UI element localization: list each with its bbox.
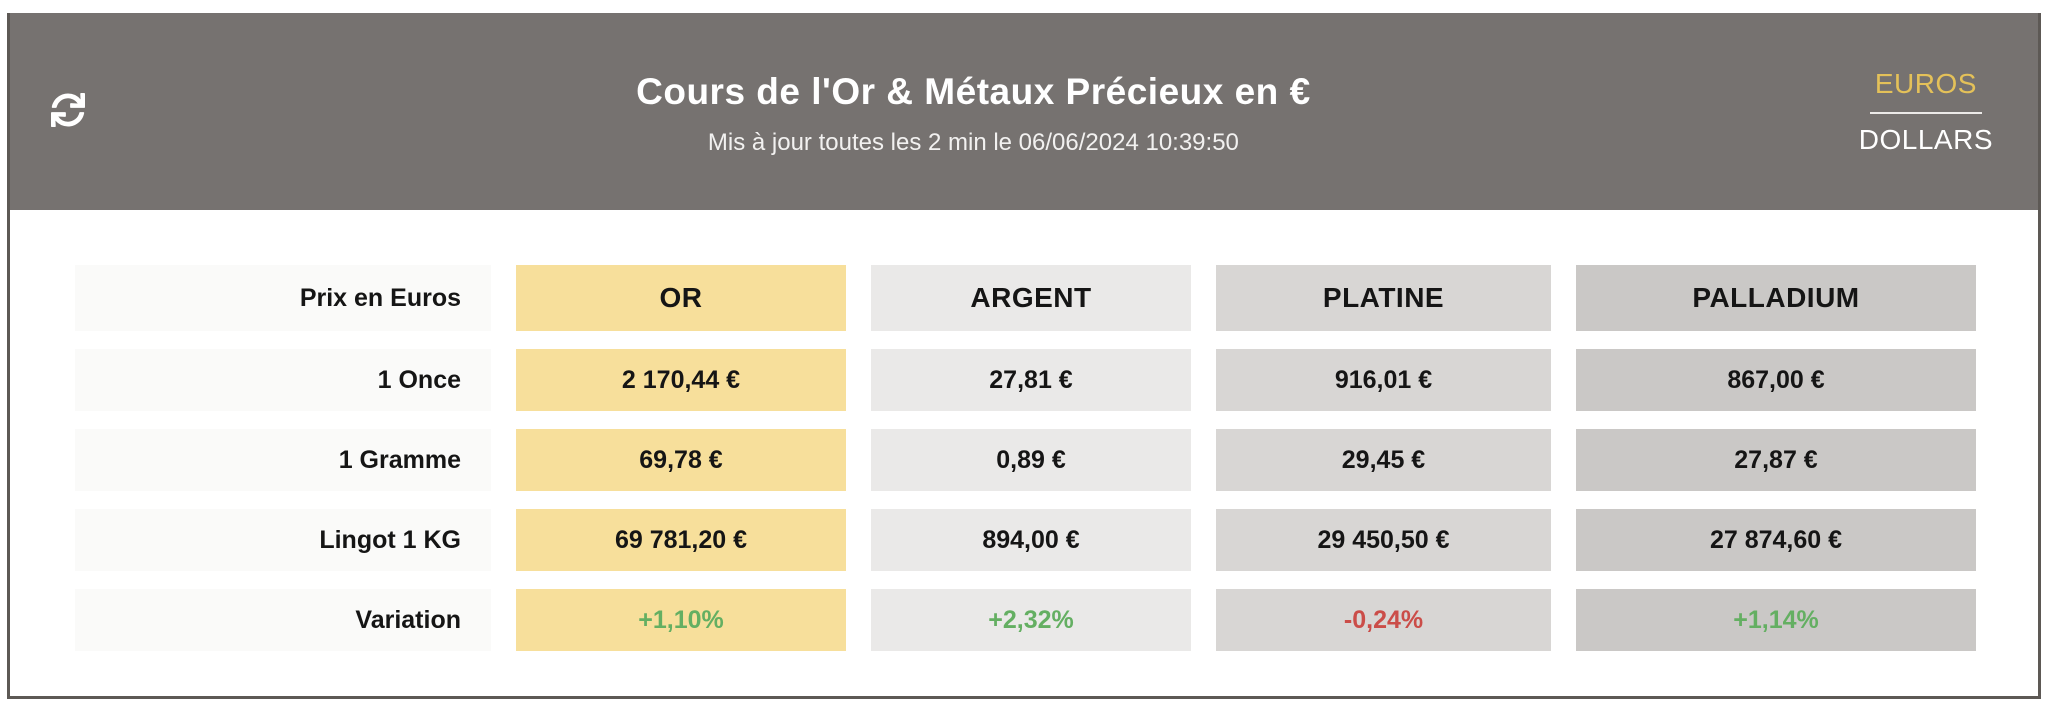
variation-or: +1,10%: [516, 589, 846, 651]
price-platine-gramme: 29,45 €: [1216, 429, 1551, 491]
row-label-lingot: Lingot 1 KG: [75, 509, 491, 571]
currency-divider: [1869, 111, 1982, 114]
price-palladium-gramme: 27,87 €: [1576, 429, 1976, 491]
widget-header: Cours de l'Or & Métaux Précieux en € Mis…: [10, 13, 2038, 210]
refresh-sync-icon: [51, 93, 85, 130]
column-header-palladium: PALLADIUM: [1576, 265, 1976, 331]
variation-platine: -0,24%: [1216, 589, 1551, 651]
price-or-gramme: 69,78 €: [516, 429, 846, 491]
row-label-once: 1 Once: [75, 349, 491, 411]
gold-price-widget: Cours de l'Or & Métaux Précieux en € Mis…: [7, 13, 2041, 699]
price-table: Prix en Euros OR ARGENT PLATINE PALLADIU…: [75, 265, 2038, 651]
currency-toggle: EUROS DOLLARS: [1859, 68, 1993, 156]
row-label-variation: Variation: [75, 589, 491, 651]
row-label-gramme: 1 Gramme: [75, 429, 491, 491]
variation-palladium: +1,14%: [1576, 589, 1976, 651]
price-platine-lingot: 29 450,50 €: [1216, 509, 1551, 571]
column-header-argent: ARGENT: [871, 265, 1191, 331]
update-status: Mis à jour toutes les 2 min le 06/06/202…: [707, 128, 1239, 156]
column-header-or: OR: [516, 265, 846, 331]
variation-argent: +2,32%: [871, 589, 1191, 651]
currency-option-euros[interactable]: EUROS: [1874, 67, 1977, 99]
price-or-lingot: 69 781,20 €: [516, 509, 846, 571]
header-center: Cours de l'Or & Métaux Précieux en € Mis…: [88, 67, 1859, 157]
price-palladium-once: 867,00 €: [1576, 349, 1976, 411]
price-argent-once: 27,81 €: [871, 349, 1191, 411]
price-or-once: 2 170,44 €: [516, 349, 846, 411]
refresh-button[interactable]: [48, 92, 88, 132]
price-argent-gramme: 0,89 €: [871, 429, 1191, 491]
price-argent-lingot: 894,00 €: [871, 509, 1191, 571]
currency-option-dollars[interactable]: DOLLARS: [1858, 123, 1993, 155]
price-platine-once: 916,01 €: [1216, 349, 1551, 411]
corner-cell-prix-en-euros: Prix en Euros: [75, 265, 491, 331]
price-palladium-lingot: 27 874,60 €: [1576, 509, 1976, 571]
page-title: Cours de l'Or & Métaux Précieux en €: [636, 70, 1311, 112]
column-header-platine: PLATINE: [1216, 265, 1551, 331]
